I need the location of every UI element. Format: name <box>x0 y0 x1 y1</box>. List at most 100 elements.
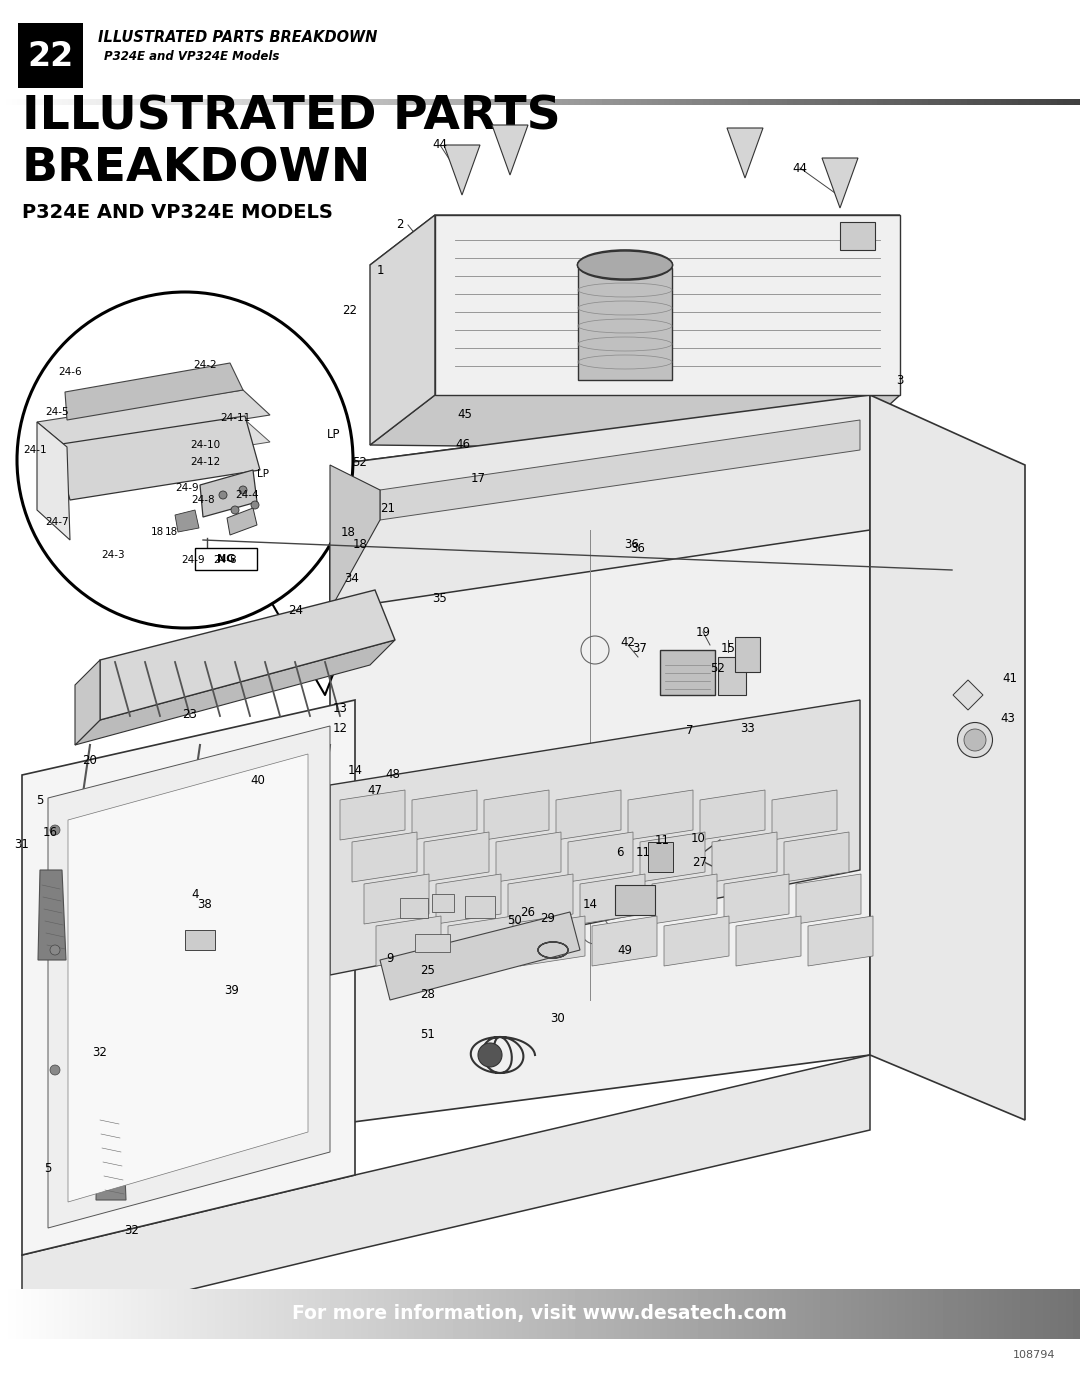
Polygon shape <box>200 469 257 517</box>
Polygon shape <box>48 726 330 1228</box>
Circle shape <box>219 490 227 499</box>
Text: 34: 34 <box>345 571 360 584</box>
Polygon shape <box>227 509 257 535</box>
Text: 24-6: 24-6 <box>58 367 82 377</box>
FancyBboxPatch shape <box>185 930 215 950</box>
Text: 32: 32 <box>124 1224 139 1236</box>
Text: 44: 44 <box>432 138 447 151</box>
Polygon shape <box>568 833 633 882</box>
Text: LP: LP <box>327 429 341 441</box>
Text: 14: 14 <box>582 898 597 911</box>
Text: 47: 47 <box>367 784 382 796</box>
FancyBboxPatch shape <box>735 637 760 672</box>
Polygon shape <box>448 916 513 965</box>
Polygon shape <box>508 875 573 923</box>
Text: 38: 38 <box>198 898 213 911</box>
Text: 40: 40 <box>251 774 266 787</box>
Text: 50: 50 <box>508 914 523 926</box>
Text: P324E and VP324E Models: P324E and VP324E Models <box>104 50 280 63</box>
Text: 18: 18 <box>352 538 367 552</box>
Polygon shape <box>519 916 585 965</box>
Text: 24-2: 24-2 <box>193 360 217 370</box>
Polygon shape <box>37 390 270 447</box>
Text: 35: 35 <box>433 591 447 605</box>
Polygon shape <box>68 754 308 1201</box>
Polygon shape <box>784 833 849 882</box>
Text: 41: 41 <box>1002 672 1017 685</box>
Text: 7: 7 <box>686 724 693 736</box>
Polygon shape <box>424 833 489 882</box>
Polygon shape <box>411 789 477 840</box>
Text: 31: 31 <box>14 838 29 852</box>
Text: ILLUSTRATED PARTS BREAKDOWN: ILLUSTRATED PARTS BREAKDOWN <box>98 29 377 45</box>
Text: 32: 32 <box>93 1045 107 1059</box>
FancyBboxPatch shape <box>718 657 746 694</box>
Text: 10: 10 <box>690 831 705 845</box>
Polygon shape <box>436 875 501 923</box>
FancyBboxPatch shape <box>415 935 450 951</box>
Polygon shape <box>22 700 355 1255</box>
Text: 51: 51 <box>420 1028 435 1042</box>
Text: 21: 21 <box>380 502 395 514</box>
Polygon shape <box>735 916 801 965</box>
Text: 42: 42 <box>621 636 635 648</box>
Text: 11: 11 <box>654 834 670 847</box>
Text: 15: 15 <box>720 641 735 655</box>
Text: 18: 18 <box>164 527 177 536</box>
Text: 24-1: 24-1 <box>23 446 46 455</box>
Text: 17: 17 <box>471 472 486 485</box>
Polygon shape <box>75 659 100 745</box>
Text: 24-4: 24-4 <box>235 490 259 500</box>
Text: 23: 23 <box>183 708 198 721</box>
FancyBboxPatch shape <box>840 222 875 250</box>
Text: 25: 25 <box>420 964 435 977</box>
Polygon shape <box>38 870 66 960</box>
Polygon shape <box>330 395 870 610</box>
Text: NG: NG <box>217 555 235 564</box>
Polygon shape <box>772 789 837 840</box>
Text: ILLUSTRATED PARTS: ILLUSTRATED PARTS <box>22 95 561 140</box>
Circle shape <box>239 486 247 495</box>
Polygon shape <box>340 789 405 840</box>
Text: 29: 29 <box>540 911 555 925</box>
Text: 30: 30 <box>551 1011 565 1024</box>
FancyBboxPatch shape <box>0 1338 1080 1397</box>
Polygon shape <box>700 789 765 840</box>
FancyBboxPatch shape <box>660 650 715 694</box>
Text: 24-12: 24-12 <box>190 457 220 467</box>
Polygon shape <box>55 416 260 500</box>
Circle shape <box>50 944 60 956</box>
Text: 24-10: 24-10 <box>190 440 220 450</box>
Polygon shape <box>640 833 705 882</box>
Ellipse shape <box>964 729 986 752</box>
Polygon shape <box>370 215 435 446</box>
FancyBboxPatch shape <box>432 894 454 912</box>
Text: 24-11: 24-11 <box>220 414 251 423</box>
Polygon shape <box>370 215 900 265</box>
Polygon shape <box>330 700 860 975</box>
Polygon shape <box>627 789 693 840</box>
Text: 9: 9 <box>387 951 394 964</box>
Polygon shape <box>380 912 580 1000</box>
Polygon shape <box>22 1055 870 1330</box>
Polygon shape <box>444 145 480 196</box>
Text: 44: 44 <box>793 162 808 175</box>
Text: 33: 33 <box>741 721 755 735</box>
Text: P324E AND VP324E MODELS: P324E AND VP324E MODELS <box>22 203 333 222</box>
Polygon shape <box>330 465 380 610</box>
Text: 19: 19 <box>696 626 711 638</box>
Polygon shape <box>822 158 858 208</box>
Text: 11: 11 <box>635 845 650 859</box>
Polygon shape <box>796 875 861 923</box>
Text: 4: 4 <box>191 888 199 901</box>
Text: 12: 12 <box>333 721 348 735</box>
Circle shape <box>231 506 239 514</box>
Text: 52: 52 <box>352 455 367 468</box>
Text: 27: 27 <box>692 855 707 869</box>
Polygon shape <box>724 875 789 923</box>
Polygon shape <box>175 510 199 532</box>
Text: 18: 18 <box>340 525 355 538</box>
Polygon shape <box>953 680 983 710</box>
Text: 37: 37 <box>633 641 647 655</box>
Text: 24: 24 <box>288 604 303 616</box>
